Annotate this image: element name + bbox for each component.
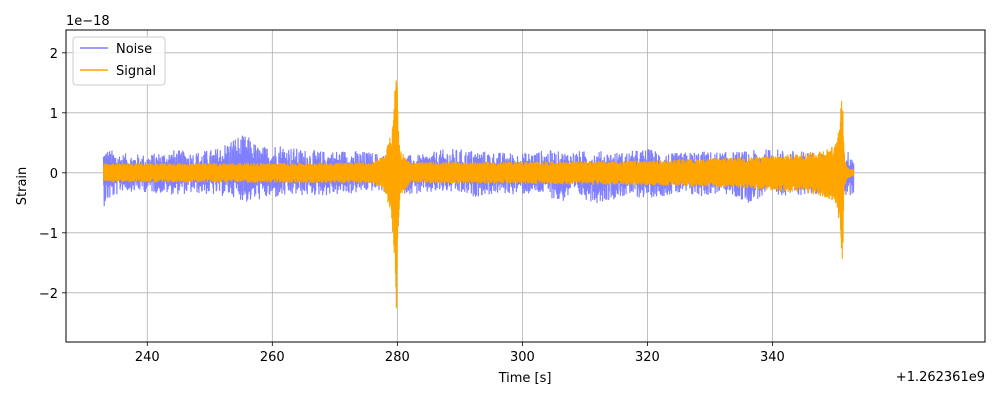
x-tick-label: 280 bbox=[385, 350, 410, 365]
x-tick-label: 300 bbox=[510, 350, 535, 365]
y-axis: −2 −1 0 1 2 bbox=[39, 47, 66, 302]
x-tick-label: 240 bbox=[135, 350, 160, 365]
x-tick-label: 340 bbox=[760, 350, 785, 365]
x-tick-label: 320 bbox=[635, 350, 660, 365]
x-axis: 240 260 280 300 320 340 bbox=[135, 342, 785, 365]
y-tick-label: −1 bbox=[39, 227, 58, 242]
legend-label-signal: Signal bbox=[116, 64, 156, 79]
legend-box bbox=[72, 36, 166, 86]
y-scale-label: 1e−18 bbox=[66, 14, 110, 29]
x-offset-label: +1.262361e9 bbox=[896, 370, 985, 385]
x-axis-label: Time [s] bbox=[498, 371, 552, 386]
x-tick-label: 260 bbox=[260, 350, 285, 365]
legend: Noise Signal bbox=[72, 36, 166, 86]
y-tick-label: 1 bbox=[50, 107, 58, 122]
legend-label-noise: Noise bbox=[116, 42, 152, 57]
series-line-signal bbox=[102, 80, 855, 309]
plot-frame bbox=[65, 29, 986, 343]
series-layer bbox=[102, 80, 855, 309]
y-axis-label: Strain bbox=[15, 167, 30, 206]
y-tick-label: 0 bbox=[50, 167, 58, 182]
y-tick-label: 2 bbox=[50, 47, 58, 62]
y-tick-label: −2 bbox=[39, 287, 58, 302]
